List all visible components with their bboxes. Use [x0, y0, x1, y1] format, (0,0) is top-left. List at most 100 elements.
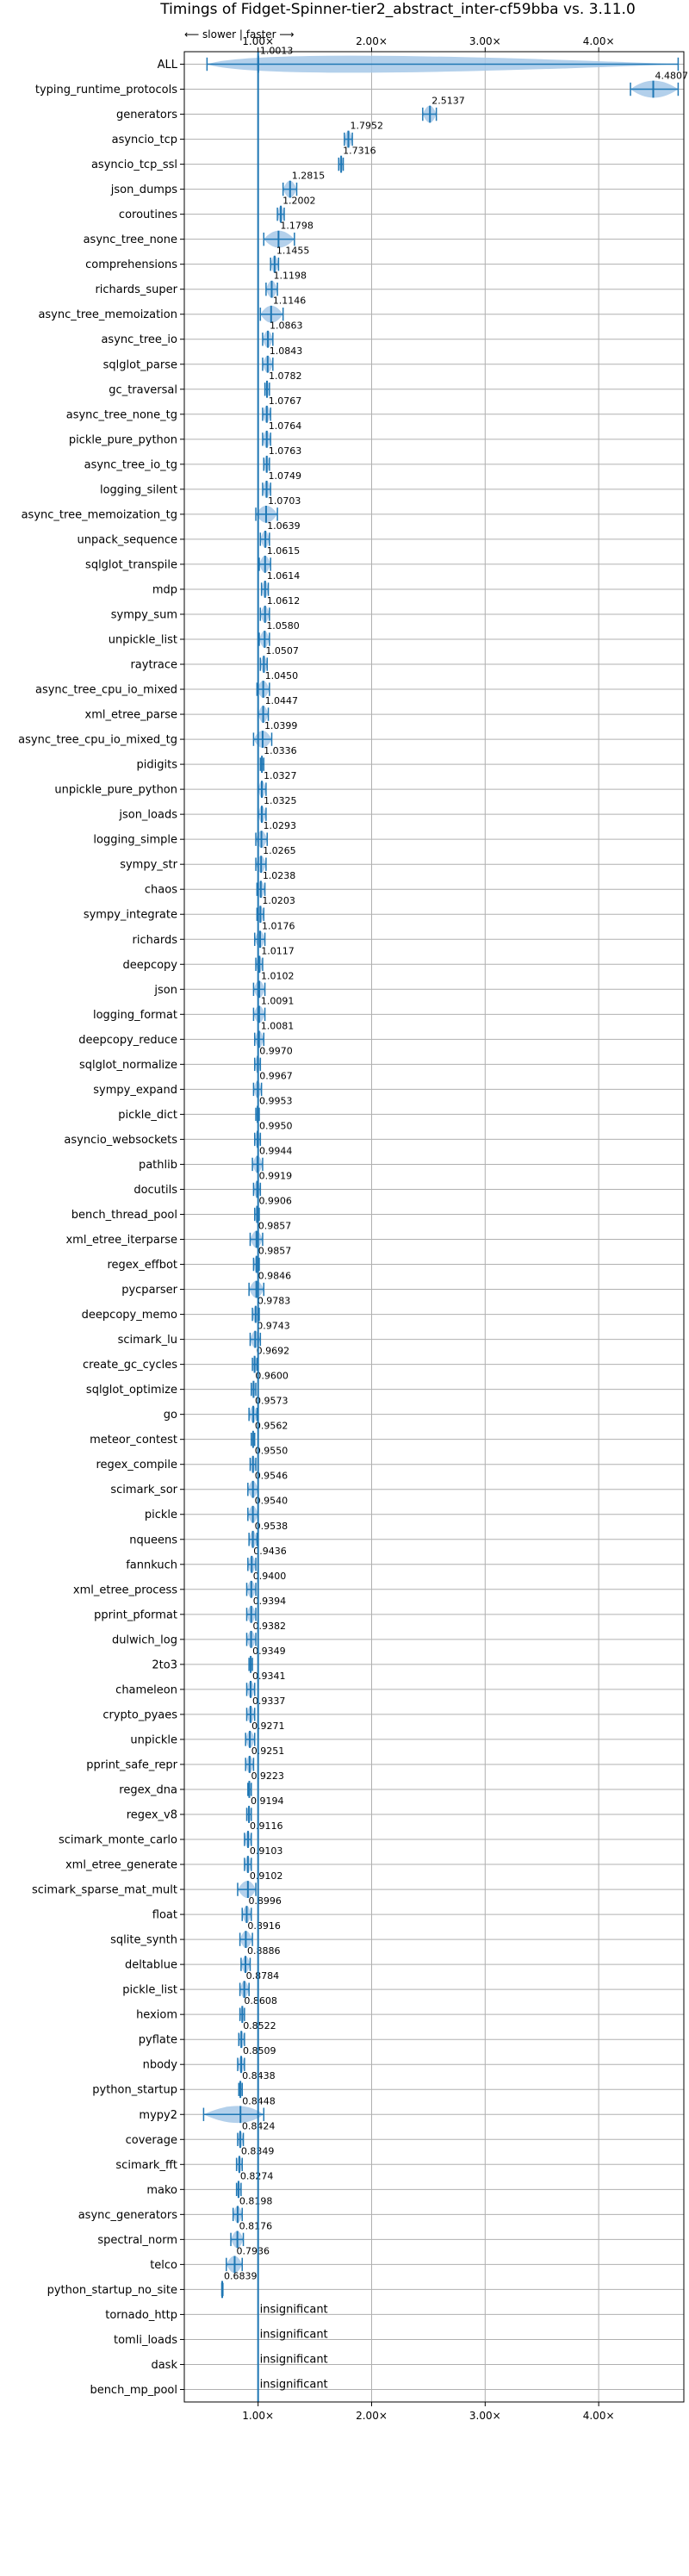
benchmark-label: raytrace [130, 659, 177, 672]
x-tick-label: 3.00× [469, 35, 501, 47]
benchmark-violin-pprint_pformat [245, 1605, 257, 1623]
benchmark-label: pickle_dict [118, 1109, 177, 1122]
benchmark-label: bench_thread_pool [71, 1209, 177, 1222]
value-label: 1.0703 [268, 495, 301, 507]
value-label: 0.9540 [255, 1496, 289, 1507]
value-label: 0.9950 [259, 1120, 293, 1131]
benchmark-violin-gc_traversal [264, 380, 270, 398]
value-label: 1.1198 [273, 271, 307, 282]
benchmark-violin-async_tree_io_tg [263, 455, 270, 473]
value-label: 0.8176 [239, 2220, 273, 2231]
value-label: 0.6839 [224, 2270, 258, 2281]
benchmark-violin-pycparser [248, 1280, 265, 1298]
direction-note: ⟵ slower | faster ⟶ [184, 28, 295, 40]
value-label: 0.9743 [257, 1321, 290, 1332]
benchmark-violin-crypto_pyaes [245, 1706, 256, 1723]
value-label: 1.0639 [267, 520, 301, 532]
benchmark-label: ALL [158, 59, 178, 72]
value-label: 0.9906 [258, 1195, 292, 1206]
value-label: 0.9919 [259, 1170, 293, 1181]
benchmark-label: dask [151, 2359, 177, 2372]
benchmark-label: regex_dna [119, 1783, 177, 1796]
benchmark-label: deepcopy_memo [82, 1309, 177, 1322]
benchmark-violin-xml_etree_iterparse [249, 1230, 264, 1248]
value-label: 1.0764 [269, 420, 302, 432]
benchmark-label: async_generators [78, 2209, 178, 2222]
value-label: 0.8608 [244, 1995, 277, 2007]
benchmark-violin-float [241, 1906, 252, 1923]
benchmark-violin-richards_super [265, 280, 278, 298]
benchmark-label: deepcopy [122, 959, 177, 972]
benchmark-violin-json_dumps [282, 180, 298, 198]
value-label: 0.9194 [251, 1795, 284, 1807]
value-label: 0.8274 [240, 2170, 274, 2181]
benchmark-violin-scimark_sparse_mat_mult [237, 1881, 257, 1898]
value-label: 0.9223 [251, 1770, 284, 1782]
benchmark-label: mypy2 [139, 2109, 177, 2122]
benchmark-violin-async_generators [232, 2206, 243, 2224]
value-label: 0.9550 [255, 1446, 289, 1457]
benchmark-label: telco [150, 2259, 177, 2272]
benchmark-label: sqlglot_parse [103, 358, 177, 371]
insignificant-label: insignificant [260, 2328, 328, 2341]
benchmark-violin-dulwich_log [245, 1630, 257, 1648]
value-label: 0.9846 [258, 1271, 292, 1282]
benchmark-label: go [164, 1409, 177, 1422]
benchmark-label: unpickle_pure_python [54, 784, 177, 797]
benchmark-violin-ALL [206, 55, 680, 73]
value-label: 0.8198 [239, 2195, 273, 2206]
value-label: 1.0580 [266, 620, 300, 632]
benchmark-label: scimark_monte_carlo [59, 1834, 177, 1847]
value-label: 1.0450 [265, 670, 299, 681]
benchmark-label: chaos [145, 884, 177, 897]
benchmark-violin-sympy_sum [259, 606, 270, 623]
benchmark-violin-comprehensions [270, 255, 280, 273]
x-axis-ticks: 1.00× 2.00× 3.00× 4.00× 1.00× 2.00× 3.00× 4.00× [180, 35, 615, 2422]
value-label: 1.0336 [264, 745, 297, 756]
value-label: 1.0763 [269, 445, 302, 457]
insignificant-label: insignificant [260, 2303, 328, 2316]
value-label: 0.9857 [258, 1246, 292, 1257]
benchmark-label: mako [146, 2184, 177, 2197]
value-label: 0.9967 [259, 1070, 293, 1081]
benchmark-violin-unpickle_list [258, 631, 270, 648]
value-label: 0.8916 [247, 1920, 281, 1932]
value-label: 0.9337 [252, 1696, 286, 1707]
benchmark-label: unpickle_list [109, 634, 177, 647]
benchmark-violin-logging_format [252, 1005, 266, 1024]
x-tick-label-bottom: 1.00× [242, 2410, 274, 2422]
benchmark-violin-nqueens [248, 1530, 258, 1548]
benchmark-label: chameleon [115, 1683, 177, 1696]
benchmark-violin-regex_v8 [245, 1806, 252, 1823]
benchmark-violin-sqlglot_optimize [251, 1380, 257, 1398]
benchmark-violin-json [252, 980, 266, 999]
benchmark-label: sympy_sum [111, 608, 177, 621]
value-label: 1.2002 [282, 196, 316, 207]
value-label: 1.1798 [280, 221, 313, 232]
benchmark-violin-regex_dna [247, 1781, 252, 1798]
value-label: 1.0238 [263, 870, 296, 881]
benchmark-label: deltablue [125, 1959, 177, 1972]
benchmark-violin-spectral_norm [230, 2231, 245, 2249]
benchmark-violin-xml_etree_process [245, 1580, 257, 1598]
benchmark-violin-generators [422, 105, 438, 123]
benchmark-violin-sqlglot_parse [262, 355, 274, 373]
x-tick-label: 2.00× [356, 35, 388, 47]
value-label: 0.9394 [253, 1596, 287, 1607]
value-label: 0.9271 [251, 1720, 285, 1732]
benchmark-label: unpickle [130, 1733, 177, 1746]
benchmark-label: xml_etree_process [73, 1584, 177, 1596]
benchmark-label: hexiom [136, 2009, 177, 2022]
benchmark-violin-scimark_monte_carlo [244, 1831, 252, 1848]
benchmark-label: async_tree_cpu_io_mixed_tg [18, 734, 177, 747]
value-label: 0.9600 [255, 1371, 289, 1382]
value-label: 0.8509 [243, 2045, 276, 2056]
benchmark-label: xml_etree_generate [65, 1859, 177, 1872]
benchmark-label: docutils [133, 1184, 177, 1197]
value-label: 0.9692 [257, 1346, 290, 1357]
benchmark-violin-nbody [237, 2056, 245, 2074]
value-label: 1.0091 [261, 995, 295, 1006]
benchmark-violin-mako [235, 2181, 242, 2199]
value-label: 1.0203 [262, 895, 295, 906]
benchmark-label: async_tree_io_tg [84, 458, 177, 471]
